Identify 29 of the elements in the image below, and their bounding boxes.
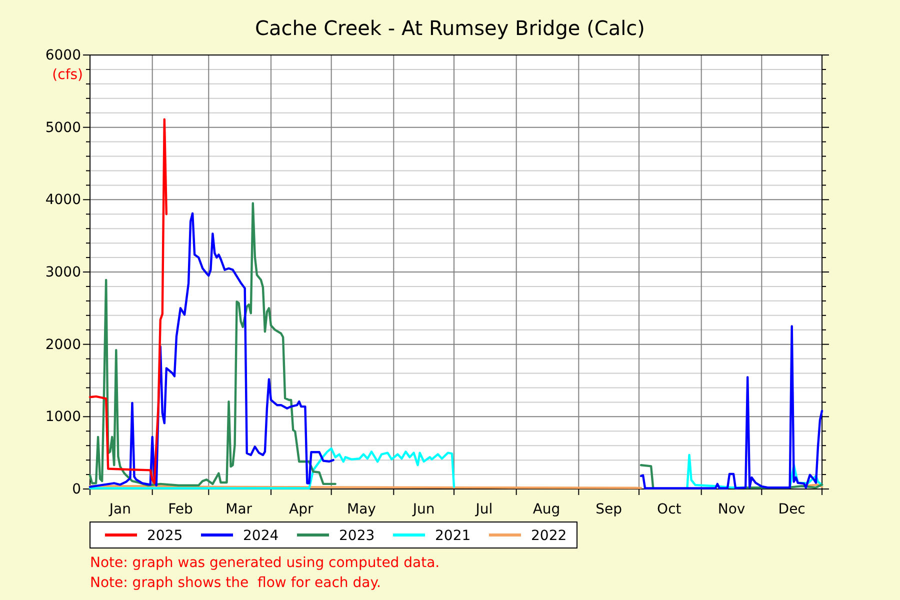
legend-label: 2022 xyxy=(531,528,567,544)
x-tick-label: Mar xyxy=(226,501,252,518)
y-axis-title: (cfs) xyxy=(52,67,83,83)
x-tick-label: Oct xyxy=(657,501,682,518)
y-tick-label: 4000 xyxy=(45,192,81,208)
legend-label: 2024 xyxy=(243,528,279,544)
x-tick-label: Jan xyxy=(108,501,131,518)
legend-label: 2021 xyxy=(435,528,471,544)
x-tick-label: Feb xyxy=(168,501,193,518)
y-tick-label: 6000 xyxy=(45,47,81,64)
x-tick-label: Dec xyxy=(778,501,806,518)
line-series xyxy=(88,118,168,484)
y-tick-label: 0 xyxy=(72,481,81,498)
x-tick-label: Nov xyxy=(718,501,746,518)
y-tick-label: 1000 xyxy=(45,409,81,426)
y-tick-label: 5000 xyxy=(45,120,81,136)
chart-title: Cache Creek - At Rumsey Bridge (Calc) xyxy=(255,16,645,40)
x-tick-label: Aug xyxy=(532,501,560,518)
legend-label: 2023 xyxy=(339,528,375,544)
x-tick-label: Apr xyxy=(289,501,314,518)
text: Note: graph shows the flow for each day. xyxy=(90,575,381,591)
legend-label: 2025 xyxy=(147,528,183,544)
y-tick-label: 2000 xyxy=(45,336,81,353)
y-tick-label: 3000 xyxy=(45,264,81,280)
x-tick-label: May xyxy=(347,501,376,518)
text: Note: graph was generated using computed data. xyxy=(90,555,440,571)
x-tick-label: Sep xyxy=(596,501,622,518)
x-tick-label: Jul xyxy=(474,501,493,518)
x-tick-label: Jun xyxy=(412,501,435,518)
